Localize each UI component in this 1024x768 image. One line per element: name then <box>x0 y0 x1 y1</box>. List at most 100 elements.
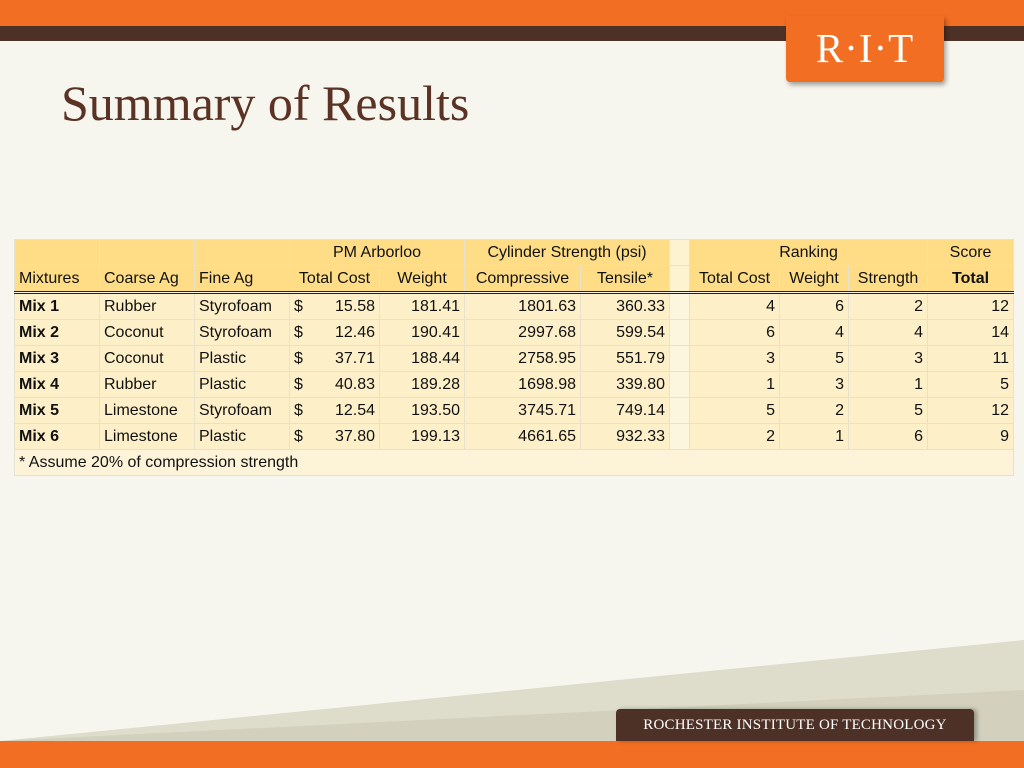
cell-cost: $40.83 <box>289 371 380 398</box>
cell-mix: Mix 1 <box>14 292 100 320</box>
dollar-sign: $ <box>294 375 303 393</box>
cell-fine: Styrofoam <box>194 319 290 346</box>
cell-total: 9 <box>927 423 1015 450</box>
slide-title: Summary of Results <box>61 75 470 131</box>
cell-tensile: 599.54 <box>580 319 671 346</box>
cell-rank-cost: 1 <box>689 371 781 398</box>
cell-weight: 193.50 <box>378 397 466 424</box>
cost-value: 37.71 <box>334 349 375 367</box>
dollar-sign: $ <box>294 427 303 445</box>
cell-cost: $37.71 <box>289 345 380 372</box>
cell-total: 14 <box>927 319 1015 346</box>
table-row: Mix 3 Coconut Plastic $37.71 188.44 2758… <box>14 345 1015 372</box>
table-row: Mix 6 Limestone Plastic $37.80 199.13 46… <box>14 423 1015 450</box>
cell-cost: $37.80 <box>289 423 380 450</box>
footer-institution: ROCHESTER INSTITUTE OF TECHNOLOGY <box>616 709 974 741</box>
cell-rank-cost: 6 <box>689 319 781 346</box>
cell-fine: Styrofoam <box>194 292 290 320</box>
header-ranking: Ranking <box>689 239 929 266</box>
col-rank-total-cost: Total Cost <box>689 265 781 294</box>
cell-coarse: Rubber <box>99 371 195 398</box>
table-row: Mix 2 Coconut Styrofoam $12.46 190.41 29… <box>14 319 1015 346</box>
table-row: Mix 1 Rubber Styrofoam $15.58 181.41 180… <box>14 292 1015 320</box>
dollar-sign: $ <box>294 349 303 367</box>
cell-weight: 181.41 <box>378 292 466 320</box>
cell-tensile: 551.79 <box>580 345 671 372</box>
cell-fine: Styrofoam <box>194 397 290 424</box>
cell-weight: 190.41 <box>378 319 466 346</box>
cell-rank-strength: 1 <box>848 371 929 398</box>
header-pm-arborloo: PM Arborloo <box>288 239 466 266</box>
cell-weight: 188.44 <box>378 345 466 372</box>
cell-tensile: 360.33 <box>580 292 671 320</box>
col-compressive: Compressive <box>464 265 582 294</box>
cell-fine: Plastic <box>194 345 290 372</box>
cost-value: 15.58 <box>334 297 375 315</box>
cell-weight: 189.28 <box>378 371 466 398</box>
cell-mix: Mix 4 <box>14 371 100 398</box>
cell-rank-weight: 4 <box>779 319 850 346</box>
cell-rank-strength: 3 <box>848 345 929 372</box>
cell-tensile: 932.33 <box>580 423 671 450</box>
cell-total: 11 <box>927 345 1015 372</box>
cell-rank-strength: 4 <box>848 319 929 346</box>
cell-cost: $15.58 <box>289 292 380 320</box>
cell-fine: Plastic <box>194 423 290 450</box>
cell-compressive: 2758.95 <box>464 345 582 372</box>
cell-coarse: Coconut <box>99 345 195 372</box>
cell-compressive: 1698.98 <box>464 371 582 398</box>
cell-mix: Mix 3 <box>14 345 100 372</box>
cell-compressive: 1801.63 <box>464 292 582 320</box>
col-rank-strength: Strength <box>848 265 929 294</box>
cell-mix: Mix 2 <box>14 319 100 346</box>
cell-total: 12 <box>927 292 1015 320</box>
dollar-sign: $ <box>294 401 303 419</box>
cell-rank-weight: 1 <box>779 423 850 450</box>
cell-coarse: Limestone <box>99 423 195 450</box>
cell-rank-strength: 5 <box>848 397 929 424</box>
col-total-cost: Total Cost <box>289 265 380 294</box>
column-header-row: Mixtures Coarse Ag Fine Ag Total Cost We… <box>14 265 1015 294</box>
cell-rank-cost: 5 <box>689 397 781 424</box>
cell-compressive: 4661.65 <box>464 423 582 450</box>
bottom-orange-band <box>0 741 1024 768</box>
cell-rank-strength: 2 <box>848 292 929 320</box>
footnote: * Assume 20% of compression strength <box>13 449 1015 476</box>
table-row: Mix 5 Limestone Styrofoam $12.54 193.50 … <box>14 397 1015 424</box>
cost-value: 12.46 <box>334 323 375 341</box>
cost-value: 37.80 <box>334 427 375 445</box>
cell-rank-cost: 4 <box>689 292 781 320</box>
cell-compressive: 3745.71 <box>464 397 582 424</box>
cell-rank-weight: 6 <box>779 292 850 320</box>
table-row: Mix 4 Rubber Plastic $40.83 189.28 1698.… <box>14 371 1015 398</box>
cell-rank-weight: 3 <box>779 371 850 398</box>
cell-compressive: 2997.68 <box>464 319 582 346</box>
col-rank-weight: Weight <box>779 265 850 294</box>
col-score-total: Total <box>927 265 1015 294</box>
col-weight: Weight <box>378 265 466 294</box>
cost-value: 12.54 <box>334 401 375 419</box>
dollar-sign: $ <box>294 323 303 341</box>
cell-coarse: Rubber <box>99 292 195 320</box>
cost-value: 40.83 <box>334 375 375 393</box>
cell-total: 12 <box>927 397 1015 424</box>
col-mixtures: Mixtures <box>14 265 100 294</box>
cell-mix: Mix 5 <box>14 397 100 424</box>
col-tensile: Tensile* <box>580 265 671 294</box>
results-table: PM Arborloo Cylinder Strength (psi) Rank… <box>13 239 1015 476</box>
cell-rank-weight: 5 <box>779 345 850 372</box>
cell-tensile: 749.14 <box>580 397 671 424</box>
cell-total: 5 <box>927 371 1015 398</box>
footnote-row: * Assume 20% of compression strength <box>13 449 1015 476</box>
cell-fine: Plastic <box>194 371 290 398</box>
dollar-sign: $ <box>294 297 303 315</box>
cell-rank-cost: 3 <box>689 345 781 372</box>
cell-mix: Mix 6 <box>14 423 100 450</box>
cell-cost: $12.54 <box>289 397 380 424</box>
cell-cost: $12.46 <box>289 319 380 346</box>
top-brown-band <box>0 26 1024 41</box>
cell-weight: 199.13 <box>378 423 466 450</box>
cell-tensile: 339.80 <box>580 371 671 398</box>
cell-rank-cost: 2 <box>689 423 781 450</box>
rit-logo: R·I·T <box>786 16 944 82</box>
